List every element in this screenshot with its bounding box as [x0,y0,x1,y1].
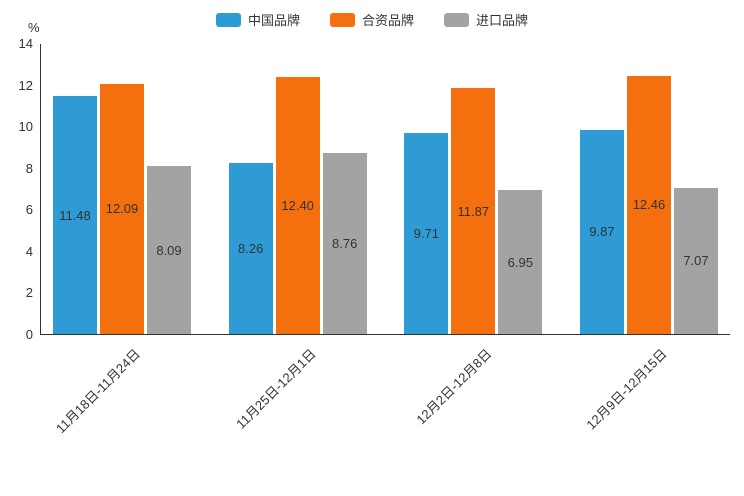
bar-joint-venture-brand: 12.09 [100,83,144,334]
legend-label: 进口品牌 [476,13,529,28]
legend: 中国品牌 合资品牌 进口品牌 [0,10,744,29]
bar-joint-venture-brand: 12.40 [275,77,320,334]
bar-group: 9.71 11.87 6.95 12月2日-12月8日 [404,44,543,427]
bar-value-label: 7.07 [683,253,709,269]
plot-area: 0 2 4 6 8 10 12 14 11.48 12.09 8.09 11月18日-11月24日 8… [19,36,730,436]
legend-marker-icon [444,12,469,27]
legend-item-import-brand[interactable]: 进口品牌 [444,10,528,29]
x-axis-category-label: 12月9日-12月15日 [583,346,670,433]
legend-item-joint-venture-brand[interactable]: 合资品牌 [329,10,414,29]
y-axis-tick-label: 12 [18,77,33,93]
y-axis-tick-label: 14 [18,36,33,51]
bar-china-brand: 9.71 [404,132,449,334]
bar-value-label: 12.40 [281,198,314,214]
y-axis-tick-label: 10 [18,119,33,135]
bar-value-label: 9.87 [589,224,615,240]
bar-value-label: 6.95 [507,254,533,270]
legend-label: 中国品牌 [247,13,300,28]
y-axis-tick-label: 2 [25,285,33,301]
y-axis-tick-label: 8 [25,160,33,176]
bar-joint-venture-brand: 12.46 [626,75,671,334]
bar-value-label: 12.46 [632,197,666,213]
y-axis: 0 2 4 6 8 10 12 14 [19,36,730,342]
bar-china-brand: 11.48 [53,96,97,334]
bar-value-label: 11.48 [59,207,91,223]
bar-import-brand: 7.07 [673,187,718,334]
legend-label: 合资品牌 [361,13,414,28]
bar-value-label: 9.71 [413,225,439,241]
legend-marker-icon [215,12,241,27]
bar-value-label: 8.09 [156,242,182,258]
x-axis-category-label: 11月25日-12月1日 [232,346,319,432]
bar-china-brand: 8.26 [228,162,273,334]
y-axis-tick-label: 6 [25,202,33,218]
y-axis-tick-label: 0 [25,327,33,342]
y-axis-tick-label: 4 [25,243,33,259]
x-axis-category-label: 11月18日-11月24日 [52,346,143,437]
bar-import-brand: 6.95 [498,190,543,334]
bar-import-brand: 8.76 [322,152,367,334]
bar-import-brand: 8.09 [147,166,191,334]
bar-groups: 11.48 12.09 8.09 11月18日-11月24日 8.26 12.40 8.76… [41,44,730,436]
bar-group: 9.87 12.46 7.07 12月9日-12月15日 [579,44,718,432]
bar-value-label: 11.87 [457,203,490,219]
bar-joint-venture-brand: 11.87 [451,88,496,334]
bar-value-label: 8.76 [332,235,358,251]
bar-group: 11.48 12.09 8.09 11月18日-11月24日 [53,44,191,436]
bar-value-label: 8.26 [238,240,264,256]
legend-marker-icon [329,12,355,27]
bar-group: 8.26 12.40 8.76 11月25日-12月1日 [228,44,367,432]
legend-item-china-brand[interactable]: 中国品牌 [215,10,300,29]
bar-china-brand: 9.87 [579,129,624,334]
x-axis-category-label: 12月2日-12月8日 [412,346,495,428]
bar-value-label: 12.09 [105,201,139,217]
y-axis-unit-label: % [28,20,40,35]
